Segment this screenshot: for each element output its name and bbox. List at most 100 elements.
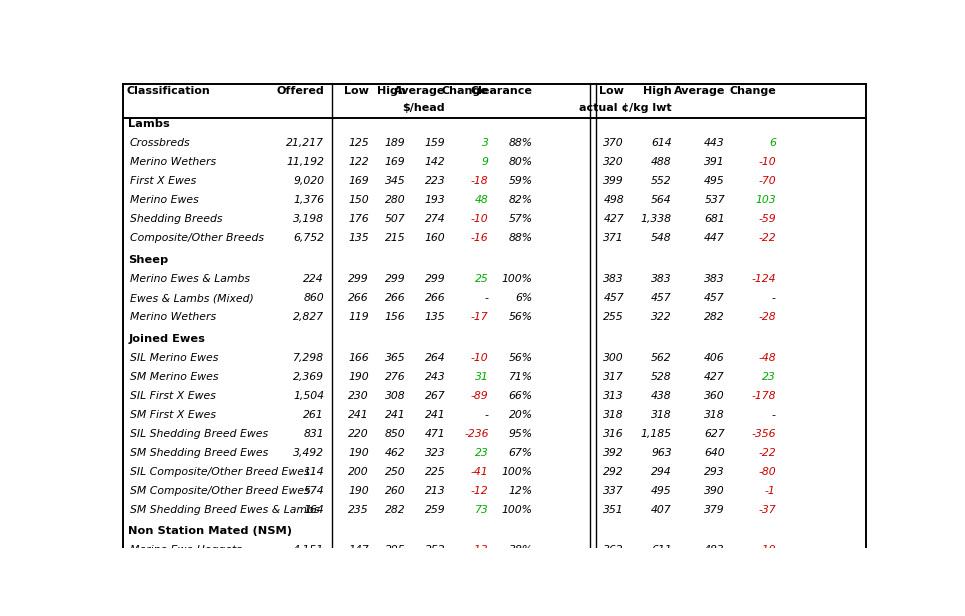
Text: 407: 407	[651, 505, 672, 514]
Text: -80: -80	[758, 467, 776, 477]
Text: 38%: 38%	[509, 545, 533, 556]
Text: 88%: 88%	[509, 233, 533, 243]
Text: 66%: 66%	[509, 391, 533, 401]
Text: 250: 250	[385, 467, 405, 477]
Text: 627: 627	[704, 429, 725, 439]
Text: 100%: 100%	[502, 505, 533, 514]
Text: Sheep: Sheep	[128, 255, 168, 265]
Text: 73: 73	[475, 505, 488, 514]
Text: 597: 597	[704, 602, 725, 612]
Text: 156: 156	[385, 312, 405, 322]
Text: 316: 316	[603, 429, 624, 439]
Text: -37: -37	[758, 505, 776, 514]
Text: 190: 190	[348, 448, 369, 458]
Text: 6,444: 6,444	[293, 564, 324, 574]
Text: Composite/Other Breeds: Composite/Other Breeds	[129, 233, 263, 243]
Text: SM Shedding Breed Ewes: SM Shedding Breed Ewes	[129, 448, 268, 458]
Text: 20%: 20%	[509, 410, 533, 419]
Text: 488: 488	[651, 158, 672, 168]
Text: 1,338: 1,338	[641, 214, 672, 224]
Text: 4,151: 4,151	[293, 545, 324, 556]
Text: 84%: 84%	[509, 564, 533, 574]
Text: 48: 48	[475, 195, 488, 205]
Text: 299: 299	[425, 274, 445, 284]
Text: 614: 614	[651, 139, 672, 148]
Text: 266: 266	[425, 293, 445, 303]
Text: 67%: 67%	[509, 448, 533, 458]
Text: 574: 574	[303, 485, 324, 496]
Text: 537: 537	[704, 195, 725, 205]
Text: 261: 261	[303, 410, 324, 419]
Text: 299: 299	[348, 274, 369, 284]
Text: -1: -1	[765, 485, 776, 496]
Text: Average: Average	[394, 86, 445, 96]
Text: 387: 387	[704, 583, 725, 593]
Text: 304: 304	[303, 602, 324, 612]
Text: SIL Composite/Other Breed Ewes: SIL Composite/Other Breed Ewes	[129, 467, 309, 477]
Text: 276: 276	[385, 372, 405, 382]
Text: 18: 18	[475, 583, 488, 593]
Text: 200: 200	[348, 467, 369, 477]
Text: 282: 282	[385, 505, 405, 514]
Text: 337: 337	[603, 485, 624, 496]
Text: 383: 383	[704, 274, 725, 284]
Text: 362: 362	[385, 564, 405, 574]
Text: 308: 308	[385, 391, 405, 401]
Text: 142: 142	[756, 602, 776, 612]
Text: 267: 267	[425, 391, 445, 401]
Text: 238: 238	[603, 564, 624, 574]
Text: -89: -89	[471, 391, 488, 401]
Text: 193: 193	[425, 195, 445, 205]
Text: 483: 483	[704, 545, 725, 556]
Text: 495: 495	[704, 176, 725, 187]
Text: 345: 345	[385, 176, 405, 187]
Text: 267: 267	[425, 564, 445, 574]
Text: 427: 427	[603, 214, 624, 224]
Text: -10: -10	[471, 214, 488, 224]
Text: 266: 266	[385, 293, 405, 303]
Text: 406: 406	[704, 353, 725, 363]
Text: 224: 224	[303, 274, 324, 284]
Text: 3: 3	[482, 139, 488, 148]
Text: 88%: 88%	[509, 139, 533, 148]
Text: $/head: $/head	[402, 103, 445, 113]
Text: 462: 462	[385, 448, 405, 458]
Text: 390: 390	[704, 485, 725, 496]
Text: High: High	[376, 86, 405, 96]
Text: 1,504: 1,504	[293, 391, 324, 401]
Text: 383: 383	[651, 274, 672, 284]
Text: 72: 72	[762, 564, 776, 574]
Text: 290: 290	[385, 583, 405, 593]
Text: -356: -356	[752, 429, 776, 439]
Text: Merino Ewes & Lambs: Merino Ewes & Lambs	[129, 274, 250, 284]
Text: 391: 391	[704, 158, 725, 168]
Text: 71%: 71%	[509, 372, 533, 382]
Text: SM Composite/Other Breed Ewes: SM Composite/Other Breed Ewes	[129, 485, 310, 496]
Text: -: -	[772, 410, 776, 419]
Text: 259: 259	[425, 505, 445, 514]
Text: 831: 831	[303, 429, 324, 439]
Text: 169: 169	[385, 158, 405, 168]
Text: 447: 447	[704, 233, 725, 243]
Text: 274: 274	[425, 214, 445, 224]
Text: Clearance: Clearance	[471, 86, 533, 96]
Text: 592: 592	[603, 602, 624, 612]
Text: 125: 125	[348, 139, 369, 148]
Text: actual ¢/kg lwt: actual ¢/kg lwt	[579, 103, 672, 113]
Text: 317: 317	[603, 372, 624, 382]
Text: SM First X Ewes: SM First X Ewes	[129, 410, 215, 419]
Text: 243: 243	[425, 372, 445, 382]
Text: 461: 461	[385, 602, 405, 612]
Text: 80%: 80%	[509, 158, 533, 168]
Text: 255: 255	[603, 312, 624, 322]
Text: 192: 192	[348, 583, 369, 593]
Text: 365: 365	[385, 353, 405, 363]
Text: -: -	[484, 410, 488, 419]
Text: 252: 252	[425, 545, 445, 556]
Text: 3,198: 3,198	[293, 214, 324, 224]
Text: 457: 457	[603, 293, 624, 303]
Text: Low: Low	[345, 86, 369, 96]
Text: 360: 360	[704, 391, 725, 401]
Text: -59: -59	[758, 214, 776, 224]
Text: 241: 241	[385, 410, 405, 419]
